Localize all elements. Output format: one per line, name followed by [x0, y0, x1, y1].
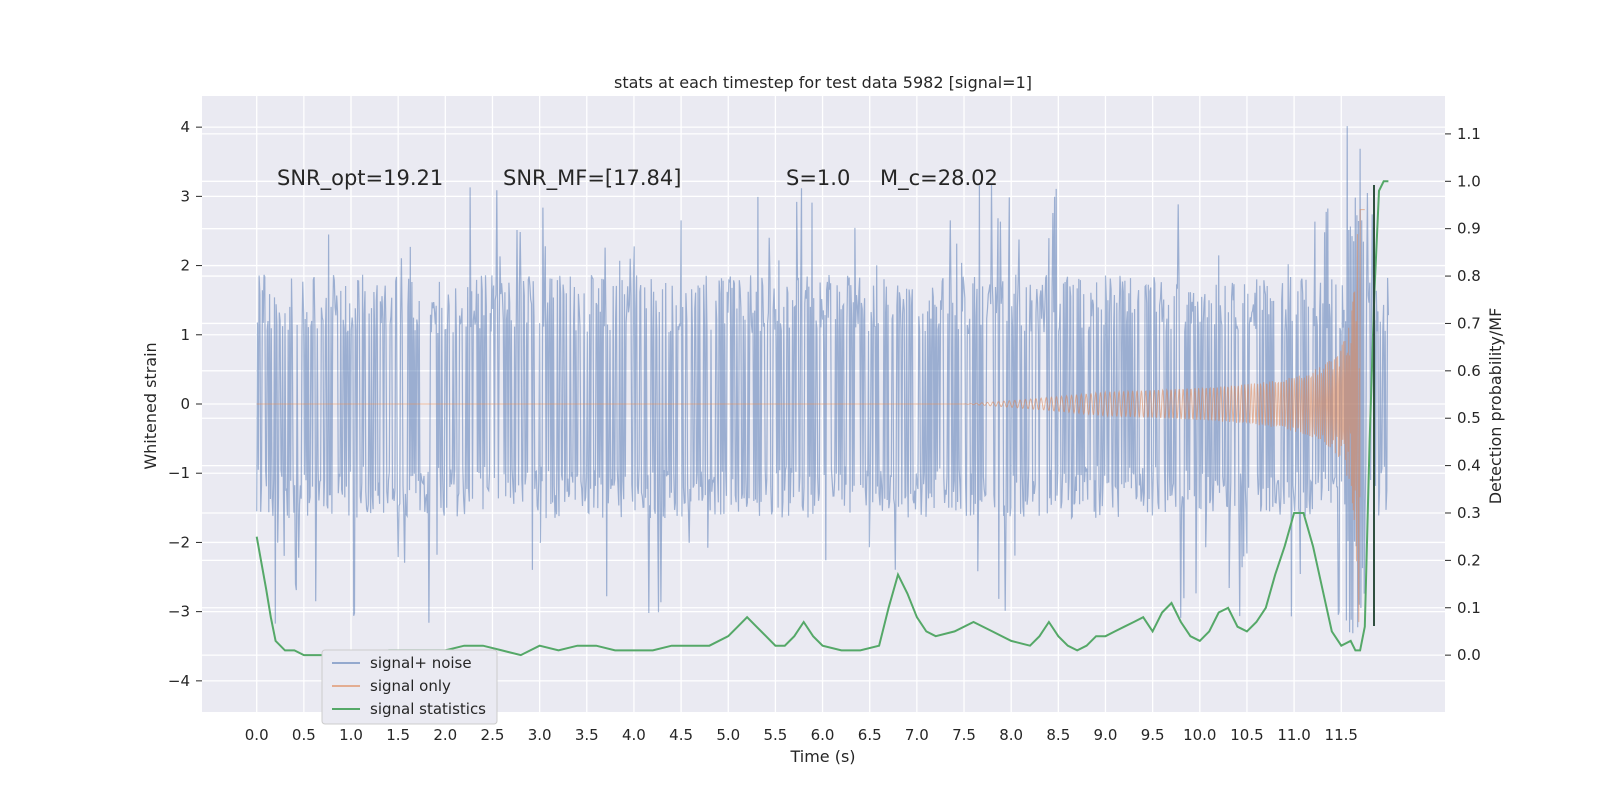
- x-tick-label: 9.5: [1141, 726, 1165, 744]
- y-tick-label: −3: [168, 603, 190, 621]
- x-tick-label: 11.5: [1325, 726, 1358, 744]
- y-tick-label: 0: [180, 395, 190, 413]
- x-tick-label: 1.5: [386, 726, 410, 744]
- annotation-mc: M_c=28.02: [880, 166, 998, 191]
- y2-tick-label: 1.0: [1457, 172, 1481, 190]
- annotation-s: S=1.0: [786, 166, 850, 190]
- x-tick-label: 5.0: [716, 726, 740, 744]
- y2-tick-label: 0.6: [1457, 362, 1481, 380]
- series-signal-noise: [256, 126, 1389, 634]
- series-signal-statistics: [255, 180, 1389, 657]
- axis-ticks: 0.0 0.5 1.0 1.5 2.0 2.5 3.0 3.5 4.0 4.5 5.0 5.5 6.0 6…: [168, 118, 1481, 744]
- x-tick-label: 10.0: [1183, 726, 1216, 744]
- y-tick-label: 1: [180, 326, 190, 344]
- annotation-snr-opt: SNR_opt=19.21: [277, 166, 443, 191]
- legend-label-signal: signal only: [370, 677, 451, 695]
- x-tick-label: 8.0: [999, 726, 1023, 744]
- x-tick-label: 3.0: [528, 726, 552, 744]
- signal-line: [256, 209, 1365, 623]
- legend-label-stats: signal statistics: [370, 700, 486, 718]
- legend: signal+ noise signal only signal statist…: [321, 649, 498, 725]
- y-tick-label: −1: [168, 464, 190, 482]
- x-tick-label: 7.5: [952, 726, 976, 744]
- y-tick-label: −4: [168, 672, 190, 690]
- x-tick-label: 6.5: [858, 726, 882, 744]
- x-tick-label: 6.0: [811, 726, 835, 744]
- x-tick-label: 2.5: [481, 726, 505, 744]
- y2-tick-label: 1.1: [1457, 125, 1481, 143]
- chart-title: stats at each timestep for test data 598…: [614, 73, 1032, 92]
- x-tick-label: 7.0: [905, 726, 929, 744]
- y2-tick-label: 0.9: [1457, 220, 1481, 238]
- x-tick-label: 0.5: [292, 726, 316, 744]
- y2-axis-label: Detection probability/MF: [1486, 308, 1505, 505]
- x-tick-label: 3.5: [575, 726, 599, 744]
- y2-tick-label: 0.4: [1457, 457, 1481, 475]
- y2-tick-label: 0.3: [1457, 504, 1481, 522]
- legend-label-noise: signal+ noise: [370, 654, 472, 672]
- y-axis-label: Whitened strain: [141, 342, 160, 469]
- x-tick-label: 1.0: [339, 726, 363, 744]
- annotations: SNR_opt=19.21 SNR_MF=[17.84] S=1.0 M_c=2…: [277, 166, 998, 191]
- y-tick-label: −2: [168, 533, 190, 551]
- y2-tick-label: 0.0: [1457, 646, 1481, 664]
- x-tick-label: 9.0: [1094, 726, 1118, 744]
- x-tick-label: 8.5: [1046, 726, 1070, 744]
- x-tick-label: 10.5: [1230, 726, 1263, 744]
- series-signal-only: [256, 209, 1365, 623]
- x-tick-label: 4.0: [622, 726, 646, 744]
- annotation-snr-mf: SNR_MF=[17.84]: [503, 166, 681, 191]
- x-tick-label: 5.5: [763, 726, 787, 744]
- y2-tick-label: 0.7: [1457, 314, 1481, 332]
- y2-tick-label: 0.1: [1457, 599, 1481, 617]
- y2-tick-label: 0.8: [1457, 267, 1481, 285]
- x-tick-label: 4.5: [669, 726, 693, 744]
- x-tick-label: 0.0: [245, 726, 269, 744]
- y2-tick-label: 0.2: [1457, 551, 1481, 569]
- noise-line: [256, 126, 1389, 634]
- y2-tick-label: 0.5: [1457, 409, 1481, 427]
- y-tick-label: 3: [180, 187, 190, 205]
- y-tick-label: 2: [180, 257, 190, 275]
- y-tick-label: 4: [180, 118, 190, 136]
- x-tick-label: 2.0: [433, 726, 457, 744]
- stats-line: [255, 180, 1389, 657]
- legend-box: [321, 649, 498, 725]
- x-tick-label: 11.0: [1277, 726, 1310, 744]
- x-axis-label: Time (s): [789, 747, 855, 766]
